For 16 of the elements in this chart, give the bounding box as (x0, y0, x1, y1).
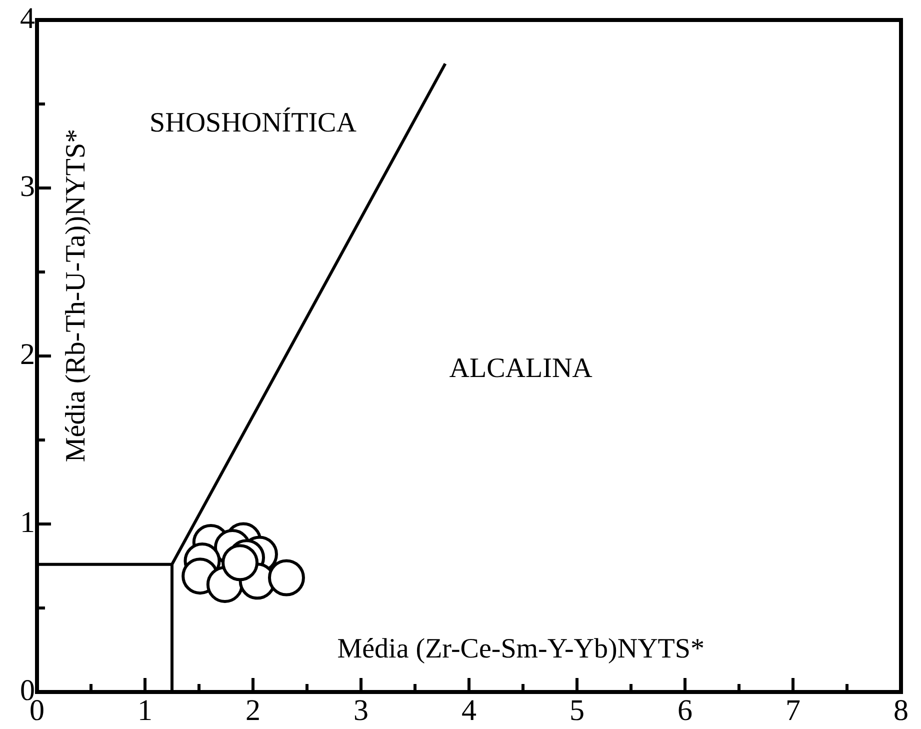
y-tick-label: 4 (20, 2, 35, 35)
x-tick-label: 3 (354, 694, 368, 727)
y-axis-title: Média (Rb-Th-U-Ta))NYTS* (60, 128, 92, 462)
x-tick-label: 1 (138, 694, 152, 727)
x-tick-label: 6 (678, 694, 692, 727)
y-tick-label: 1 (20, 506, 35, 539)
x-tick-label: 4 (462, 694, 476, 727)
annotation: ALCALINA (449, 352, 594, 384)
x-axis-title: Média (Zr-Ce-Sm-Y-Yb)NYTS* (337, 633, 704, 664)
y-tick-label: 2 (20, 338, 35, 371)
x-tick-label: 7 (786, 694, 800, 727)
annotation: SHOSHONÍTICA (150, 106, 358, 139)
x-tick-label: 8 (894, 694, 908, 727)
x-tick-label: 2 (246, 694, 260, 727)
y-tick-label: 3 (20, 170, 35, 203)
x-tick-label: 5 (570, 694, 584, 727)
